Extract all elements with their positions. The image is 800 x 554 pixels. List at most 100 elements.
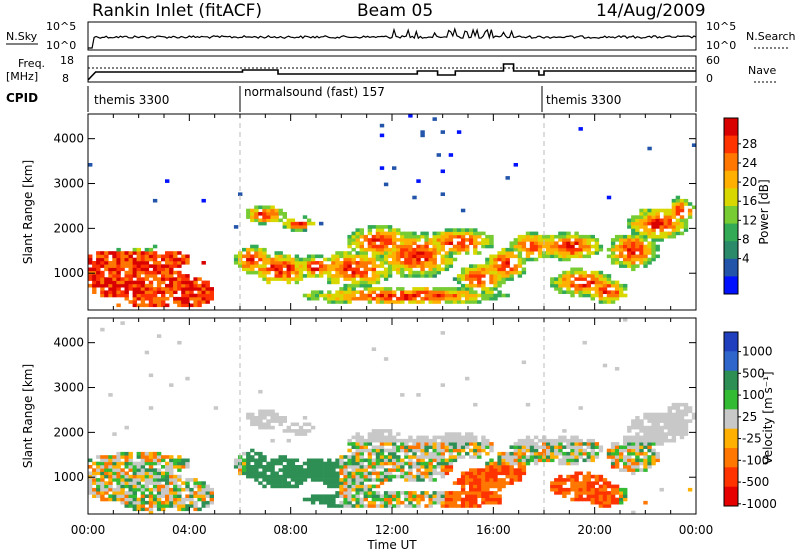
range-gate-cell (116, 277, 121, 281)
range-gate-cell (428, 267, 433, 272)
range-gate-cell (298, 465, 304, 469)
range-gate-cell (517, 274, 523, 278)
range-gate-cell (590, 287, 595, 291)
range-gate-cell (606, 277, 612, 281)
range-gate-cell (363, 280, 368, 285)
range-gate-cell (554, 478, 559, 482)
range-gate-cell (347, 497, 352, 502)
range-gate-cell (659, 438, 664, 443)
range-gate-cell (631, 468, 636, 472)
range-gate-cell (355, 468, 360, 472)
range-gate-cell (408, 274, 413, 278)
range-gate-cell (497, 293, 502, 298)
colorbar-swatch (724, 448, 738, 468)
range-gate-cell (128, 264, 133, 268)
range-gate-cell (586, 497, 591, 502)
range-gate-cell (189, 497, 194, 502)
range-gate-cell (501, 274, 506, 278)
range-gate-cell (169, 487, 174, 492)
range-gate-cell (444, 300, 450, 304)
range-gate-cell (383, 274, 389, 278)
range-gate-cell (387, 287, 393, 291)
range-gate-cell (262, 261, 267, 265)
range-gate-cell (148, 504, 154, 508)
range-gate-cell (290, 277, 296, 281)
range-gate-cell (112, 270, 117, 275)
range-gate-cell (404, 241, 409, 245)
colorbar-swatch (724, 206, 738, 224)
range-gate-cell (96, 251, 101, 255)
range-gate-cell (161, 290, 166, 294)
range-gate-cell (270, 478, 275, 482)
range-gate-cell (367, 300, 373, 304)
range-gate-cell (104, 261, 109, 265)
range-gate-cell (513, 448, 518, 453)
range-gate-cell (428, 274, 433, 278)
range-gate-cell (614, 461, 620, 466)
range-gate-cell (108, 484, 113, 489)
range-gate-cell (505, 264, 510, 268)
range-gate-cell (623, 257, 628, 262)
range-gate-cell (161, 491, 166, 495)
range-gate-cell (469, 270, 474, 275)
range-gate-cell (460, 231, 466, 236)
range-gate-cell (432, 296, 437, 301)
range-gate-cell (185, 504, 190, 508)
range-gate-cell (517, 234, 523, 239)
range-gate-cell (144, 267, 150, 272)
range-gate-cell (96, 487, 101, 492)
range-gate-cell (465, 247, 470, 252)
range-gate-cell (619, 238, 624, 242)
range-gate-cell (120, 461, 125, 466)
range-gate-cell (161, 293, 166, 298)
range-gate-cell (262, 247, 267, 252)
range-gate-cell (614, 458, 620, 463)
range-gate-cell (424, 264, 429, 268)
range-gate-cell (286, 468, 291, 472)
range-gate-cell (112, 277, 117, 281)
range-gate-cell (481, 491, 486, 495)
range-gate-cell (643, 461, 648, 466)
range-gate-cell (379, 290, 385, 294)
range-gate-cell (400, 438, 405, 443)
range-gate-cell (562, 451, 567, 456)
range-gate-cell (258, 422, 263, 427)
range-gate-cell (343, 461, 348, 466)
range-gate-cell (440, 448, 445, 453)
range-gate-cell (598, 484, 604, 489)
range-gate-cell (250, 422, 255, 427)
range-gate-cell (647, 218, 652, 223)
range-gate-cell (602, 484, 608, 489)
range-gate-cell (387, 442, 393, 446)
range-gate-cell (404, 234, 409, 239)
range-gate-cell (566, 254, 571, 259)
range-gate-cell (132, 251, 137, 255)
range-gate-cell (513, 163, 518, 167)
range-gate-cell (623, 293, 628, 298)
range-gate-cell (501, 267, 506, 272)
range-gate-cell (586, 251, 591, 255)
range-gate-cell (209, 497, 214, 502)
range-gate-cell (465, 293, 470, 298)
range-gate-cell (659, 487, 664, 492)
range-gate-cell (542, 234, 547, 239)
range-gate-cell (525, 445, 531, 449)
range-gate-cell (485, 234, 490, 239)
range-gate-cell (400, 254, 405, 259)
range-gate-cell (96, 481, 101, 485)
range-gate-cell (209, 491, 214, 495)
range-gate-cell (266, 412, 271, 417)
range-gate-cell (88, 481, 93, 485)
range-gate-cell (440, 130, 445, 134)
range-gate-cell (432, 117, 437, 121)
range-gate-cell (594, 455, 600, 459)
range-gate-cell (355, 465, 360, 469)
range-gate-cell (655, 425, 660, 430)
range-gate-cell (404, 442, 409, 446)
range-gate-cell (574, 481, 579, 485)
range-gate-cell (558, 244, 563, 249)
range-gate-cell (96, 270, 101, 275)
range-gate-cell (477, 491, 482, 495)
range-gate-cell (525, 455, 531, 459)
range-gate-cell (477, 455, 482, 459)
